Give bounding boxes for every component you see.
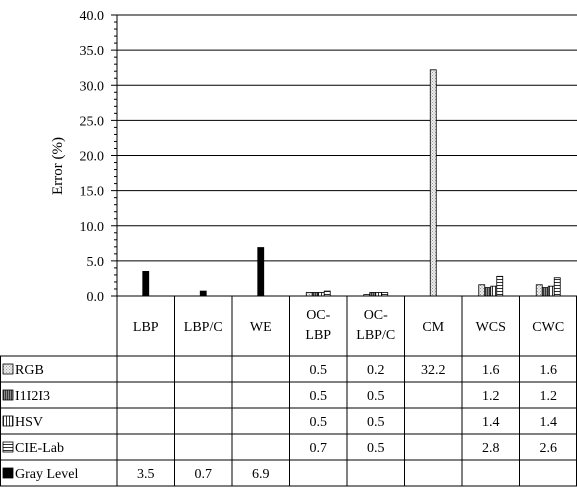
bar-rgb: [535, 284, 543, 297]
legend-key: [2, 441, 14, 453]
x-category-label: WCS: [476, 320, 506, 335]
bars: [142, 69, 561, 297]
data-label: 0.2: [367, 363, 385, 378]
bar-rgb: [478, 284, 486, 297]
bar-gray-level: [199, 290, 207, 297]
bar-hsv: [547, 285, 555, 297]
bar-gray-level: [142, 271, 150, 297]
y-tick-label: 30.0: [80, 79, 105, 94]
legend-key: [2, 415, 14, 427]
bar-i1i2i3: [311, 292, 319, 297]
data-label: 2.8: [482, 441, 500, 456]
bar-i1i2i3: [369, 292, 377, 297]
legend-label: RGB: [15, 363, 44, 378]
data-label: 1.6: [482, 363, 500, 378]
data-label: 0.7: [195, 467, 213, 482]
data-label: 1.2: [482, 389, 500, 404]
data-label: 0.5: [367, 415, 385, 430]
data-label: 3.5: [137, 467, 155, 482]
x-category-label: OC-: [364, 308, 388, 323]
x-category-label: LBP/C: [184, 320, 223, 335]
y-axis-label-group: Error (%): [50, 137, 66, 195]
bar-hsv: [317, 292, 325, 297]
y-axis: 0.0 5.0 10.0 15.0 20.0 25.0 30.0 35.0 40.0: [80, 9, 118, 305]
y-tick-label: 25.0: [80, 114, 105, 129]
legend-key: [2, 467, 14, 479]
legend-key: [2, 363, 14, 375]
data-label: 0.7: [310, 441, 328, 456]
data-label: 1.2: [540, 389, 558, 404]
bar-hsv: [490, 285, 498, 297]
data-label: 2.6: [540, 441, 558, 456]
bar-cie-lab: [496, 275, 504, 297]
y-tick-label: 5.0: [87, 255, 105, 270]
data-label: 0.5: [310, 389, 328, 404]
y-axis-label: Error (%): [50, 137, 66, 195]
bar-gray-level: [257, 247, 265, 297]
y-tick-label: 35.0: [80, 44, 105, 59]
legend-label: HSV: [15, 415, 43, 430]
data-label: 0.5: [310, 415, 328, 430]
bar-cie-lab: [381, 292, 389, 297]
x-category-label: LBP/C: [356, 328, 395, 343]
data-label: 1.4: [540, 415, 558, 430]
x-category-label: LBP: [133, 320, 159, 335]
x-category-label: OC-: [306, 308, 330, 323]
x-category-label: WE: [250, 320, 272, 335]
bar-cie-lab: [323, 290, 331, 297]
bar-hsv: [375, 292, 383, 297]
legend-label: CIE-Lab: [15, 441, 64, 456]
data-label: 0.5: [367, 389, 385, 404]
bar-i1i2i3: [484, 287, 492, 297]
bar-cie-lab: [553, 277, 561, 297]
y-tick-label: 0.0: [87, 290, 105, 305]
data-table: LBP LBP/C WE OC- LBP OC- LBP/C CM WCS CWC RGB 0.5 0.…: [0, 295, 577, 487]
bar-rgb: [305, 292, 313, 297]
data-label: 32.2: [421, 363, 446, 378]
bar-rgb: [429, 69, 437, 297]
bar-i1i2i3: [541, 287, 549, 297]
x-category-label: CM: [422, 320, 444, 335]
x-category-label: CWC: [532, 320, 564, 335]
data-label: 1.4: [482, 415, 500, 430]
data-label: 0.5: [367, 441, 385, 456]
y-tick-label: 40.0: [80, 9, 105, 24]
gridlines: [117, 14, 577, 262]
y-tick-label: 10.0: [80, 220, 105, 235]
data-label: 6.9: [252, 467, 270, 482]
legend-key: [2, 389, 14, 401]
legend-label: I1I2I3: [15, 389, 50, 404]
y-tick-label: 20.0: [80, 150, 105, 165]
legend-label: Gray Level: [15, 467, 78, 482]
x-category-label: LBP: [305, 328, 331, 343]
data-label: 0.5: [310, 363, 328, 378]
y-tick-label: 15.0: [80, 185, 105, 200]
data-label: 1.6: [540, 363, 558, 378]
